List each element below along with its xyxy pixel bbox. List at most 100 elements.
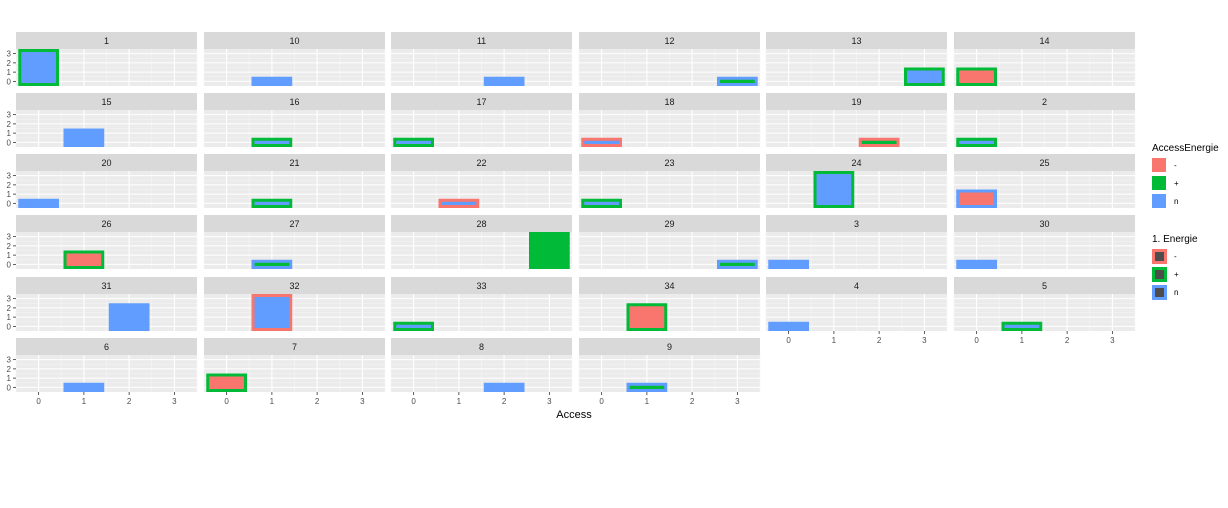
facet-panel-33: 33 [390,277,573,331]
x-tick-label: 0 [974,336,979,345]
bar [956,259,997,269]
bar [626,382,668,392]
facet-panel-25: 25 [953,154,1136,208]
bar [251,76,293,86]
facet-strip [579,215,760,232]
bar [63,382,105,392]
facet-strip-label: 9 [667,342,672,352]
facet-strip [391,93,572,110]
facet-strip-label: 5 [1042,281,1047,291]
outline-legend-label: n [1174,288,1178,297]
facet-strip [204,32,385,49]
bar [813,171,855,208]
bar [581,137,622,147]
facet-strip [16,215,197,232]
facet-strip-label: 29 [664,219,674,229]
y-tick-label: 0 [7,322,12,331]
y-tick-label: 1 [7,313,12,322]
bar [956,67,997,86]
facet-panel-3: 3 [765,215,948,269]
facet-strip-label: 8 [479,342,484,352]
facet-strip [954,93,1135,110]
bar [63,128,105,147]
bar [529,232,570,269]
outline-legend-title: 1. Energie [1152,234,1198,245]
x-tick-label: 2 [502,397,507,406]
facet-strip [204,338,385,355]
facet-strip-label: 23 [664,158,674,168]
x-tick-label: 1 [832,336,837,345]
facet-strip-label: 11 [477,36,486,46]
facet-strip-label: 7 [292,342,297,352]
facet-strip [16,277,197,294]
facet-panel-32: 32 [203,277,386,331]
y-tick-label: 1 [7,68,12,77]
x-tick-label: 3 [735,397,740,406]
y-tick-label: 1 [7,129,12,138]
bar [717,76,758,86]
bar [108,303,150,331]
fill-legend-label: n [1174,197,1178,206]
facet-strip [204,93,385,110]
facet-strip [766,154,947,171]
facet-panel-29: 29 [578,215,761,269]
x-tick-label: 3 [547,397,552,406]
bar [1001,321,1043,331]
facet-strip-label: 1 [104,36,109,46]
facet-strip [579,338,760,355]
facet-strip [766,277,947,294]
facet-strip [204,215,385,232]
y-tick-label: 0 [7,383,12,392]
facet-strip-label: 32 [289,281,299,291]
outline-legend-key [1152,267,1167,282]
facet-panel-10: 10 [203,32,386,86]
x-tick-label: 2 [127,397,132,406]
facet-strip-label: 10 [289,36,299,46]
facet-panel-19: 19 [765,93,948,147]
facet-strip [391,338,572,355]
bar [251,294,293,331]
bar [251,259,293,269]
facet-strip-label: 25 [1039,158,1049,168]
x-tick-label: 2 [1065,336,1070,345]
x-tick-label: 2 [315,397,320,406]
outline-legend-key [1152,249,1167,264]
bar [483,382,525,392]
fill-legend-key [1152,158,1166,172]
x-tick-label: 0 [599,397,604,406]
facet-panel-7: 7 0 1 2 3 [203,338,386,406]
bar [251,198,293,208]
facet-strip [579,154,760,171]
facet-strip-label: 24 [851,158,861,168]
y-tick-label: 0 [7,138,12,147]
y-tick-label: 0 [7,199,12,208]
facet-strip [16,338,197,355]
outline-legend-label: - [1174,252,1177,261]
y-tick-label: 2 [7,242,12,251]
facet-strip-label: 14 [1039,36,1049,46]
facet-strip [391,277,572,294]
bar [717,259,758,269]
facet-panel-30: 30 [953,215,1136,269]
facet-strip-label: 31 [101,281,111,291]
facet-panel-4: 4 0 1 2 3 [765,277,948,345]
y-tick-label: 3 [7,233,12,242]
y-tick-label: 1 [7,374,12,383]
facet-panel-12: 12 [578,32,761,86]
fill-legend-label: + [1174,179,1179,188]
facet-panel-22: 22 [390,154,573,208]
bar [956,189,997,208]
fill-legend-title: AccessEnergie [1152,143,1219,154]
bar [768,259,809,269]
facet-strip [579,93,760,110]
y-tick-label: 3 [7,295,12,304]
y-tick-label: 3 [7,356,12,365]
facet-panel-28: 28 [390,215,573,269]
bar [393,321,434,331]
facet-strip-label: 21 [289,158,299,168]
facet-strip-label: 12 [664,36,674,46]
y-tick-label: 0 [7,260,12,269]
x-tick-label: 3 [172,397,177,406]
